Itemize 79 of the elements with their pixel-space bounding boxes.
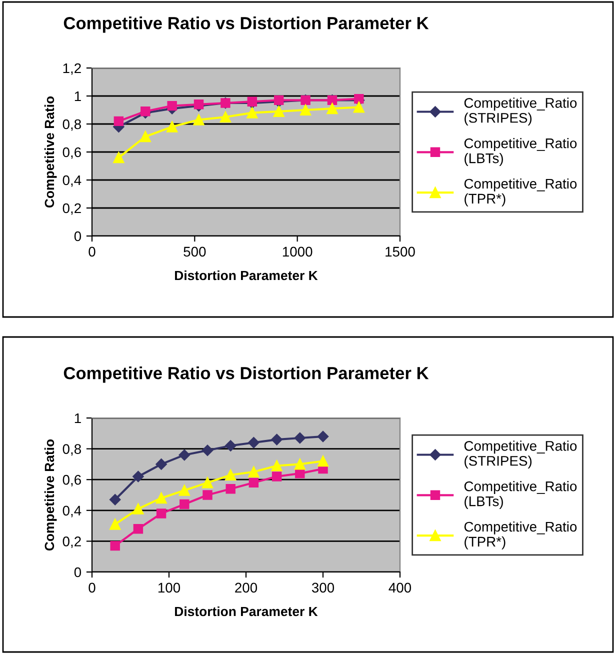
point bbox=[140, 106, 150, 116]
point bbox=[202, 477, 214, 488]
point bbox=[202, 490, 212, 500]
legend-label: Competitive_Ratio (TPR*) bbox=[464, 521, 577, 550]
point bbox=[194, 100, 204, 110]
point bbox=[156, 508, 166, 518]
y-tick-label: 0,8 bbox=[62, 444, 81, 456]
x-axis-title: Distortion Parameter K bbox=[175, 606, 318, 616]
point bbox=[317, 430, 329, 442]
point bbox=[132, 503, 144, 514]
point bbox=[226, 484, 236, 494]
point bbox=[326, 103, 338, 114]
point bbox=[202, 444, 214, 456]
y-tick-label: 0,6 bbox=[62, 474, 81, 486]
point bbox=[317, 456, 329, 467]
x-tick-label: 1000 bbox=[282, 246, 312, 257]
y-tick-label: 0,8 bbox=[62, 119, 81, 131]
point bbox=[273, 106, 284, 117]
point bbox=[225, 469, 236, 481]
legend-label: Competitive_Ratio (TPR*) bbox=[464, 178, 577, 206]
point bbox=[140, 131, 151, 142]
x-tick-label: 0 bbox=[88, 582, 96, 593]
point bbox=[180, 499, 190, 510]
x-tick-label: 300 bbox=[312, 582, 334, 593]
chart-title: Competitive Ratio vs Distortion Parameter K bbox=[64, 366, 429, 383]
x-tick-label: 200 bbox=[235, 582, 258, 593]
y-axis-title: Competitive Ratio bbox=[44, 439, 57, 551]
point bbox=[156, 492, 167, 504]
y-tick-label: 0,2 bbox=[62, 203, 81, 215]
point bbox=[113, 152, 124, 164]
point bbox=[353, 102, 364, 113]
point bbox=[271, 434, 282, 446]
legend-label: Competitive_Ratio (STRIPES) bbox=[464, 440, 577, 469]
legend-label: Competitive_Ratio (LBTs) bbox=[464, 481, 577, 509]
y-tick-label: 0 bbox=[74, 567, 82, 578]
point bbox=[246, 107, 258, 118]
point bbox=[354, 94, 364, 104]
x-tick-label: 1500 bbox=[386, 246, 415, 257]
point bbox=[132, 470, 144, 482]
y-tick-label: 1 bbox=[74, 91, 81, 102]
x-tick-label: 500 bbox=[184, 246, 206, 257]
x-tick-label: 0 bbox=[88, 246, 96, 257]
point bbox=[295, 468, 305, 478]
point bbox=[156, 458, 167, 470]
point bbox=[178, 484, 190, 496]
y-tick-label: 0 bbox=[74, 231, 82, 242]
point bbox=[294, 458, 306, 470]
y-axis-title: Competitive Ratio bbox=[44, 96, 57, 208]
point bbox=[133, 524, 144, 534]
point bbox=[110, 540, 120, 551]
point bbox=[114, 116, 124, 126]
x-tick-label: 400 bbox=[388, 582, 412, 593]
point bbox=[248, 478, 259, 488]
point bbox=[109, 494, 121, 506]
y-tick-label: 0,4 bbox=[62, 175, 82, 187]
point bbox=[248, 466, 260, 478]
point bbox=[271, 460, 282, 472]
point bbox=[272, 472, 282, 482]
point bbox=[294, 432, 306, 444]
point bbox=[247, 96, 258, 106]
point bbox=[224, 440, 236, 452]
y-tick-label: 0,4 bbox=[62, 506, 82, 518]
x-tick-label: 100 bbox=[158, 582, 180, 593]
point bbox=[248, 437, 260, 448]
y-tick-label: 0,6 bbox=[62, 147, 81, 159]
x-axis-title: Distortion Parameter K bbox=[175, 270, 318, 280]
legend-label: Competitive_Ratio (LBTs) bbox=[464, 138, 577, 166]
point bbox=[220, 111, 232, 123]
point bbox=[300, 104, 312, 116]
chart-title: Competitive Ratio vs Distortion Parameter K bbox=[64, 16, 429, 33]
point bbox=[167, 100, 177, 111]
point bbox=[193, 114, 204, 126]
point bbox=[178, 449, 190, 461]
point bbox=[166, 121, 178, 132]
point bbox=[110, 518, 121, 530]
y-tick-label: 1 bbox=[74, 413, 81, 424]
y-tick-label: 1,2 bbox=[63, 63, 81, 75]
legend-label: Competitive_Ratio (STRIPES) bbox=[464, 98, 577, 126]
y-tick-label: 0,2 bbox=[62, 536, 81, 548]
